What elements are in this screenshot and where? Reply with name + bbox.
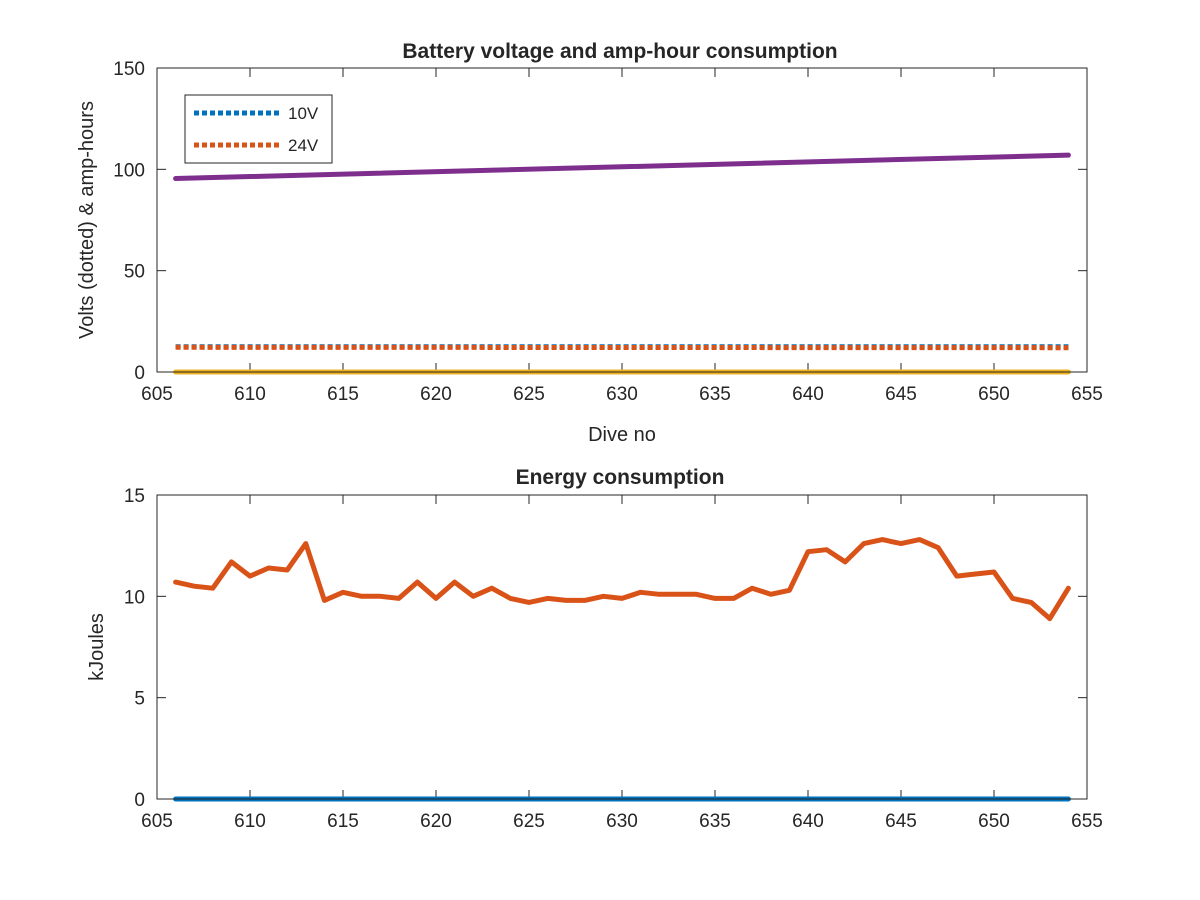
y-tick-label: 15	[124, 486, 145, 507]
x-tick-label: 630	[606, 811, 638, 832]
legend: 10V 24V	[184, 94, 333, 164]
y-tick-label: 50	[124, 262, 145, 283]
y-axis-label: kJoules	[86, 613, 108, 681]
plot-area	[157, 495, 1087, 799]
x-tick-label: 630	[606, 384, 638, 405]
axes-box	[156, 494, 1088, 800]
x-tick-label: 625	[513, 811, 545, 832]
x-tick-label: 605	[141, 811, 173, 832]
x-tick-label: 605	[141, 384, 173, 405]
x-tick-label: 645	[885, 811, 917, 832]
legend-box	[184, 94, 333, 164]
chart-title: Energy consumption	[516, 466, 725, 489]
y-tick-label: 150	[113, 59, 145, 80]
legend-label-24v: 24V	[288, 136, 319, 155]
x-tick-label: 655	[1071, 811, 1103, 832]
x-tick-label: 640	[792, 384, 824, 405]
x-tick-label: 645	[885, 384, 917, 405]
y-tick-label: 100	[113, 160, 145, 181]
x-tick-label: 635	[699, 811, 731, 832]
x-tick-label: 625	[513, 384, 545, 405]
x-tick-label: 655	[1071, 384, 1103, 405]
y-tick-label: 10	[124, 587, 145, 608]
battery-voltage-axes: Battery voltage and amp-hour consumption…	[76, 40, 1103, 446]
energy-consumption-axes: Energy consumption 605 610 615 620 625 630 635…	[86, 466, 1103, 832]
y-tick-label: 0	[134, 363, 145, 384]
x-tick-label: 620	[420, 811, 452, 832]
y-tick-label: 5	[134, 689, 145, 710]
x-tick-label: 615	[327, 811, 359, 832]
x-tick-label: 650	[978, 384, 1010, 405]
series-line-3	[173, 152, 1071, 181]
legend-label-10v: 10V	[288, 104, 319, 123]
y-axis-label: Volts (dotted) & amp-hours	[76, 101, 98, 339]
y-tick-label: 0	[134, 790, 145, 811]
x-tick-label: 610	[234, 811, 266, 832]
series-line-2	[173, 537, 1071, 622]
x-tick-label: 635	[699, 384, 731, 405]
x-tick-label: 610	[234, 384, 266, 405]
x-tick-label: 620	[420, 384, 452, 405]
axes-box	[156, 67, 1088, 373]
x-tick-label: 615	[327, 384, 359, 405]
x-tick-label: 650	[978, 811, 1010, 832]
chart-title: Battery voltage and amp-hour consumption	[402, 40, 837, 63]
x-axis-label: Dive no	[588, 424, 656, 446]
x-tick-label: 640	[792, 811, 824, 832]
